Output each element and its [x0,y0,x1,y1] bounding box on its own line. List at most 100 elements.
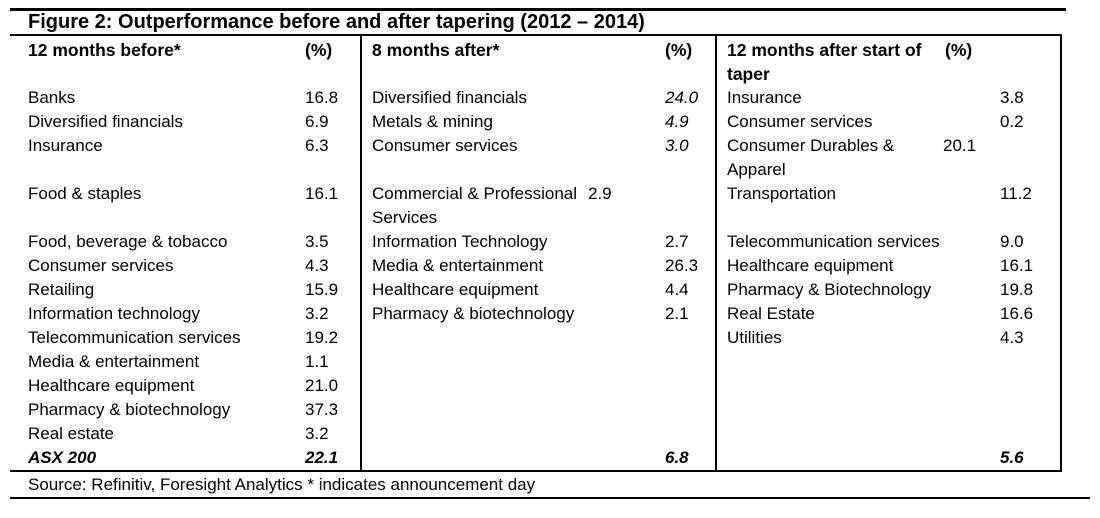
table-row: Telecommunication services 9.0 [727,230,1060,254]
row-label: Healthcare equipment [28,376,195,395]
row-value: 16.6 [1000,304,1034,323]
row-value: 3.8 [1000,88,1024,107]
table-row: Pharmacy & Biotechnology 19.8 [727,278,1060,302]
row-label: Insurance [727,88,802,107]
header-row: 12 months before* (%) [28,38,360,86]
table-row: Banks 16.8 [28,86,360,110]
column-group-1: 12 months before* (%) Banks 16.8 Diversified… [10,36,362,470]
table-row: Commercial & Professional Services 2.9 [372,182,715,230]
figure-title: Figure 2: Outperformance before and afte… [28,11,645,33]
table-row: Pharmacy & biotechnology 2.1 [372,302,715,326]
row-value: 2.1 [665,304,689,323]
row-label: Information technology [28,304,200,323]
column-group-3: 12 months after start of taper (%) Insuran… [717,36,1062,470]
row-label: Consumer services [727,112,873,131]
row-value: 3.2 [305,424,329,443]
table-row: Healthcare equipment 4.4 [372,278,715,302]
table-row-blank [727,422,1060,446]
table-row: ASX 200 22.1 [28,446,360,470]
table-row-blank [372,374,715,398]
column-header: 12 months before* [28,40,181,60]
row-value: 5.6 [1000,448,1024,467]
row-label: Telecommunication services [28,328,241,347]
table-row-blank [727,398,1060,422]
table-row-blank [372,398,715,422]
row-value: 4.4 [665,280,689,299]
row-label: Media & entertainment [372,256,544,275]
row-value: 22.1 [305,448,339,467]
row-value: 9.0 [1000,232,1024,251]
table-row: 6.8 [372,446,715,470]
row-label: Diversified financials [372,88,527,107]
table-row: Consumer Durables & Apparel 20.1 [727,134,1060,182]
percent-header: (%) [305,40,333,60]
table-row: Retailing 15.9 [28,278,360,302]
row-value: 19.2 [305,328,339,347]
table-row: 5.6 [727,446,1060,470]
row-value: 3.2 [305,304,329,323]
row-value: 26.3 [665,256,699,275]
table-row: Food & staples 16.1 [28,182,360,206]
table-row: Diversified financials 6.9 [28,110,360,134]
row-label: Consumer services [372,136,518,155]
table-row: Food, beverage & tobacco 3.5 [28,230,360,254]
figure-2: Figure 2: Outperformance before and afte… [10,8,1090,499]
table-row-blank [372,422,715,446]
row-value: 1.1 [305,352,329,371]
table-row-blank [28,158,360,182]
table-row-blank [372,350,715,374]
row-value: 21.0 [305,376,339,395]
table-row: Consumer services 4.3 [28,254,360,278]
table-row: Healthcare equipment 21.0 [28,374,360,398]
table-row: Insurance 3.8 [727,86,1060,110]
source-note: Source: Refinitiv, Foresight Analytics *… [28,475,536,494]
row-value: 16.1 [1000,256,1034,275]
row-value: 37.3 [305,400,339,419]
row-value: 15.9 [305,280,339,299]
row-label: Pharmacy & Biotechnology [727,280,932,299]
row-value: 3.5 [305,232,329,251]
table-row: Consumer services 0.2 [727,110,1060,134]
table-row: Media & entertainment 26.3 [372,254,715,278]
row-value: 24.0 [665,88,699,107]
row-value: 20.1 [943,136,977,155]
table-row: Pharmacy & biotechnology 37.3 [28,398,360,422]
table-row: Metals & mining 4.9 [372,110,715,134]
row-label: Information Technology [372,232,548,251]
row-label: Commercial & Professional Services [372,184,578,227]
table-row: Transportation 11.2 [727,182,1060,206]
table-row-blank [727,206,1060,230]
row-label: Consumer Durables & Apparel [727,136,895,179]
table-row: Diversified financials 24.0 [372,86,715,110]
table-row: Utilities 4.3 [727,326,1060,350]
table-row: Media & entertainment 1.1 [28,350,360,374]
row-label: Telecommunication services [727,232,940,251]
row-value: 11.2 [1000,184,1032,203]
column-header: 12 months after start of taper [727,40,922,84]
row-value: 0.2 [1000,112,1024,131]
row-value: 6.3 [305,136,329,155]
row-value: 2.7 [665,232,689,251]
row-label: Transportation [727,184,836,203]
row-label: Retailing [28,280,95,299]
table-row-blank [727,374,1060,398]
row-label: Banks [28,88,76,107]
header-row: 8 months after* (%) [372,38,715,86]
row-value: 19.8 [1000,280,1034,299]
table-body: 12 months before* (%) Banks 16.8 Diversified… [10,36,1062,470]
row-label: Insurance [28,136,103,155]
row-value: 4.9 [665,112,689,131]
row-value: 16.8 [305,88,339,107]
table-row: Real Estate 16.6 [727,302,1060,326]
row-label: Pharmacy & biotechnology [372,304,575,323]
top-rule [10,8,1066,11]
row-label: Real estate [28,424,114,443]
source-rule [10,470,1062,472]
row-label: Media & entertainment [28,352,200,371]
table-row-blank [28,206,360,230]
row-value: 4.3 [305,256,329,275]
row-label: Food & staples [28,184,142,203]
row-value: 16.1 [305,184,339,203]
row-value: 4.3 [1000,328,1024,347]
row-label: Utilities [727,328,782,347]
